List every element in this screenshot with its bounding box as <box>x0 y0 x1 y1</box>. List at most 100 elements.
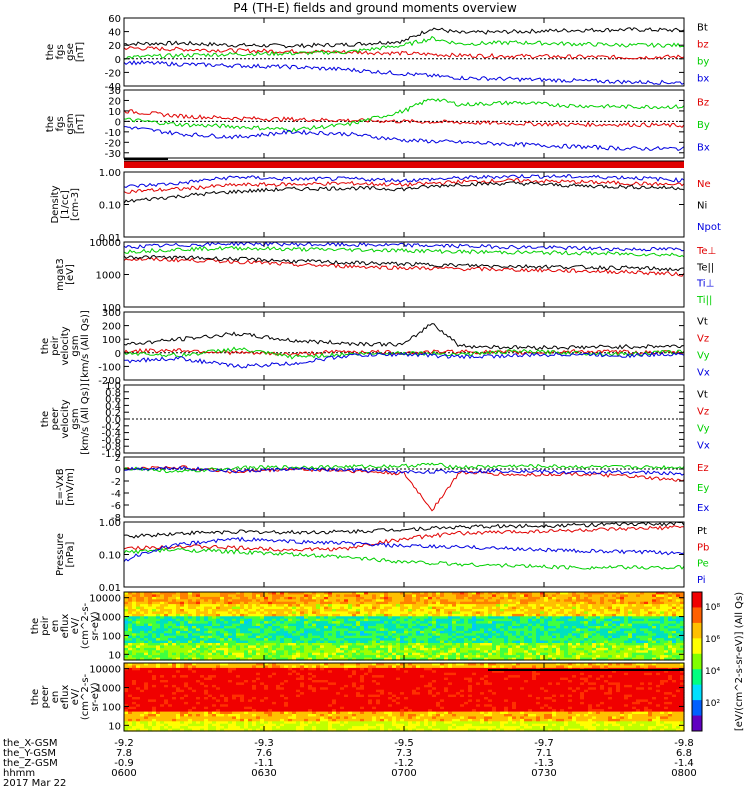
heatmap-cell <box>484 630 489 634</box>
heatmap-cell <box>156 601 161 605</box>
heatmap-cell <box>580 640 585 644</box>
heatmap-cell <box>600 640 605 644</box>
heatmap-cell <box>200 721 205 725</box>
heatmap-cell <box>612 611 617 615</box>
heatmap-cell <box>308 652 313 656</box>
heatmap-cell <box>648 594 653 598</box>
heatmap-cell <box>188 592 193 595</box>
heatmap-cell <box>660 592 665 595</box>
heatmap-cell <box>404 611 409 615</box>
heatmap-cell <box>212 628 217 632</box>
heatmap-cell <box>280 638 285 642</box>
heatmap-cell <box>220 714 225 717</box>
heatmap-cell <box>232 592 237 595</box>
heatmap-cell <box>236 599 241 603</box>
heatmap-cell <box>500 633 505 637</box>
heatmap-cell <box>616 640 621 644</box>
heatmap-cell <box>308 633 313 637</box>
heatmap-cell <box>140 694 145 698</box>
heatmap-cell <box>564 628 569 632</box>
heatmap-cell <box>196 699 201 703</box>
heatmap-cell <box>440 652 445 656</box>
heatmap-cell <box>392 596 397 600</box>
heatmap-cell <box>400 594 405 598</box>
heatmap-cell <box>188 709 193 713</box>
heatmap-cell <box>156 728 161 732</box>
heatmap-cell <box>300 606 305 610</box>
heatmap-cell <box>468 613 473 617</box>
heatmap-cell <box>324 609 329 612</box>
heatmap-cell <box>448 601 453 605</box>
heatmap-cell <box>176 714 181 717</box>
heatmap-cell <box>168 626 173 629</box>
heatmap-cell <box>332 652 337 656</box>
heatmap-cell <box>660 630 665 634</box>
heatmap-cell <box>404 638 409 642</box>
heatmap-cell <box>160 633 165 637</box>
heatmap-cell <box>592 609 597 612</box>
heatmap-cell <box>140 628 145 632</box>
heatmap-cell <box>188 726 193 730</box>
series-line-Bz <box>123 109 685 128</box>
heatmap-cell <box>180 616 185 620</box>
heatmap-cell <box>396 655 401 659</box>
heatmap-cell <box>376 616 381 620</box>
heatmap-cell <box>148 601 153 605</box>
heatmap-cell <box>212 718 217 722</box>
heatmap-cell <box>148 635 153 639</box>
y-tick-label: 10 <box>108 650 121 661</box>
heatmap-cell <box>132 645 137 649</box>
heatmap-cell <box>496 611 501 615</box>
heatmap-cell <box>180 711 185 715</box>
heatmap-cell <box>616 596 621 600</box>
heatmap-cell <box>384 645 389 649</box>
heatmap-cell <box>588 604 593 608</box>
heatmap-cell <box>180 694 185 698</box>
heatmap-cell <box>160 714 165 717</box>
heatmap-cell <box>192 594 197 598</box>
heatmap-cell <box>396 592 401 595</box>
heatmap-cell <box>560 647 565 651</box>
heatmap-cell <box>396 643 401 646</box>
heatmap-cell <box>316 638 321 642</box>
heatmap-cell <box>376 626 381 629</box>
heatmap-cell <box>384 623 389 627</box>
heatmap-cell <box>136 643 141 646</box>
heatmap-cell <box>624 630 629 634</box>
heatmap-cell <box>584 655 589 659</box>
heatmap-cell <box>128 709 133 713</box>
heatmap-cell <box>524 609 529 612</box>
heatmap-cell <box>340 640 345 644</box>
heatmap-cell <box>124 613 129 617</box>
heatmap-cell <box>316 623 321 627</box>
heatmap-cell <box>616 652 621 656</box>
heatmap-cell <box>216 599 221 603</box>
heatmap-cell <box>304 611 309 615</box>
heatmap-cell <box>332 606 337 610</box>
heatmap-cell <box>316 633 321 637</box>
heatmap-cell <box>204 682 209 686</box>
heatmap-cell <box>580 613 585 617</box>
heatmap-cell <box>168 692 173 696</box>
heatmap-cell <box>308 601 313 605</box>
heatmap-cell <box>184 718 189 722</box>
heatmap-cell <box>256 616 261 620</box>
heatmap-cell <box>456 592 461 595</box>
heatmap-cell <box>664 633 669 637</box>
heatmap-cell <box>440 635 445 639</box>
heatmap-cell <box>580 596 585 600</box>
heatmap-cell <box>544 621 549 625</box>
heatmap-cell <box>200 645 205 649</box>
heatmap-cell <box>544 613 549 617</box>
heatmap-cell <box>540 643 545 646</box>
heatmap-cell <box>488 635 493 639</box>
heatmap-cell <box>164 594 169 598</box>
heatmap-cell <box>292 645 297 649</box>
heatmap-cell <box>260 609 265 612</box>
heatmap-cell <box>512 618 517 622</box>
heatmap-cell <box>380 635 385 639</box>
heatmap-cell <box>548 657 553 661</box>
heatmap-cell <box>156 611 161 615</box>
heatmap-cell <box>460 601 465 605</box>
legend-entry: By <box>697 120 710 131</box>
